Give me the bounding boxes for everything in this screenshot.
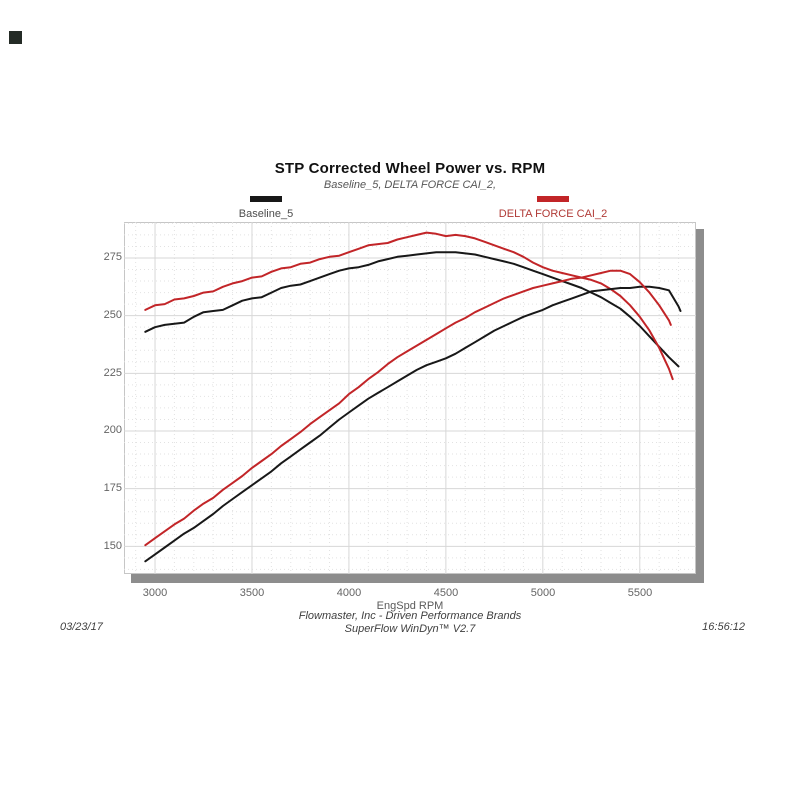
x-tick-label: 5500 — [627, 587, 653, 599]
x-tick-label: 5000 — [530, 587, 556, 599]
legend-swatch-baseline — [250, 196, 282, 202]
legend-entry-baseline: Baseline_5 — [186, 196, 346, 222]
legend-entry-delta-force: DELTA FORCE CAI_2 — [473, 196, 633, 222]
dyno-chart-svg — [124, 222, 696, 574]
curve-delta-force-cai-2-lower — [144, 269, 672, 547]
footer-date: 03/23/17 — [60, 621, 103, 633]
x-tick-label: 4000 — [336, 587, 362, 599]
x-tick-label: 3000 — [142, 587, 168, 599]
y-tick-label: 275 — [103, 251, 122, 263]
legend-swatch-delta-force — [537, 196, 569, 202]
footer-time: 16:56:12 — [702, 621, 745, 633]
y-tick-label: 225 — [103, 367, 122, 379]
curve-delta-force-cai-2-upper — [144, 231, 674, 381]
legend-label-delta-force: DELTA FORCE CAI_2 — [498, 208, 608, 220]
y-tick-label: 150 — [103, 540, 122, 552]
legend-label-baseline: Baseline_5 — [238, 208, 294, 220]
y-tick-label: 250 — [103, 309, 122, 321]
plot-shadow-right — [695, 229, 704, 582]
chart-subtitle: Baseline_5, DELTA FORCE CAI_2, — [323, 179, 497, 191]
footer-software-line: SuperFlow WinDyn™ V2.7 — [344, 623, 476, 635]
chart-title: STP Corrected Wheel Power vs. RPM — [274, 160, 546, 177]
y-tick-label: 200 — [103, 424, 122, 436]
footer-company-line: Flowmaster, Inc - Driven Performance Bra… — [298, 610, 522, 622]
corner-mark — [9, 31, 22, 44]
y-tick-label: 175 — [103, 482, 122, 494]
x-axis-title: EngSpd RPM — [376, 600, 444, 612]
plot-shadow-bottom — [131, 574, 704, 583]
x-tick-label: 4500 — [433, 587, 459, 599]
curve-baseline-5-lower — [144, 285, 682, 563]
x-tick-label: 3500 — [239, 587, 265, 599]
